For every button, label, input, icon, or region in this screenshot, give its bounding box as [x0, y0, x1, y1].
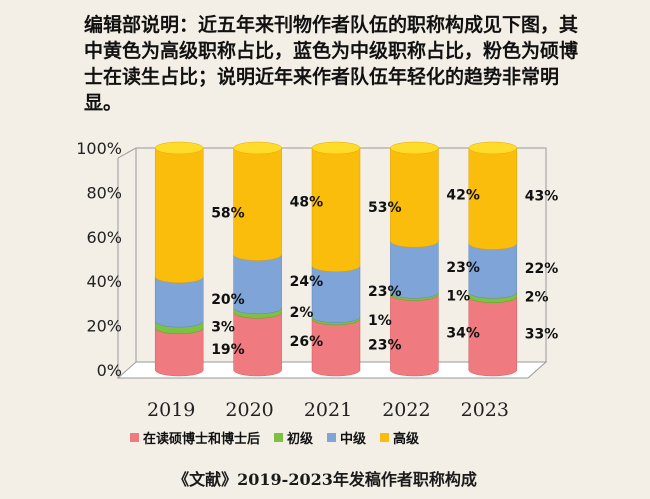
data-label-2021-s2: 23% — [368, 284, 402, 300]
legend-swatch-postgrad — [130, 433, 139, 442]
editor-note: 编辑部说明：近五年来刊物作者队伍的职称构成见下图，其中黄色为高级职称占比，蓝色为… — [84, 14, 579, 114]
legend-swatch-junior — [274, 433, 284, 442]
bar-top-2020 — [233, 141, 282, 155]
legend-item-junior: 初级 — [274, 428, 313, 447]
bar-2019-s3 — [154, 147, 204, 283]
y-tick-label: 100% — [76, 139, 122, 158]
bar-2021-s0 — [311, 318, 361, 377]
data-label-2021-s0: 23% — [368, 337, 402, 353]
legend-item-middle: 中级 — [327, 428, 366, 447]
chart-legend: 在读硕博士和博士后 初级 中级 高级 — [130, 428, 530, 447]
bar-2021-s3 — [311, 147, 361, 272]
data-label-2023-s2: 22% — [525, 261, 559, 277]
y-tick-label: 40% — [86, 272, 122, 291]
legend-label-senior: 高级 — [393, 432, 420, 447]
data-label-2020-s2: 24% — [290, 274, 324, 290]
bar-2020-s2 — [233, 254, 282, 315]
bar-top-2022 — [390, 141, 439, 155]
bar-2019-s2 — [154, 276, 204, 328]
bar-2022-s3 — [390, 147, 439, 248]
bar-top-2021 — [311, 141, 361, 155]
data-label-2023-s1: 2% — [525, 290, 549, 306]
legend-swatch-middle — [327, 433, 337, 442]
y-tick-label: 20% — [86, 317, 122, 336]
data-label-2019-s3: 58% — [211, 205, 245, 221]
y-tick-label: 0% — [97, 361, 122, 380]
data-label-2022-s2: 23% — [446, 260, 480, 276]
chart-caption: 《文献》2019-2023年发稿作者职称构成 — [173, 470, 477, 489]
bar-2021-s2 — [311, 265, 361, 323]
chart-side-edge — [117, 147, 137, 159]
x-tick-label-2022: 2022 — [382, 399, 430, 420]
bar-2022-s0 — [390, 294, 439, 377]
legend-label-middle: 中级 — [340, 432, 367, 447]
data-label-2022-s3: 42% — [446, 188, 480, 204]
bar-2022-s2 — [390, 240, 439, 299]
y-tick-label: 80% — [86, 183, 122, 202]
data-label-2019-s2: 20% — [211, 292, 245, 308]
bar-2020-s0 — [233, 312, 282, 377]
data-label-2020-s3: 48% — [290, 194, 324, 210]
y-tick-label: 60% — [86, 228, 122, 247]
bar-2023-s2 — [468, 243, 518, 299]
data-label-2022-s0: 34% — [446, 325, 480, 341]
x-tick-label-2021: 2021 — [304, 399, 352, 420]
data-label-2020-s1: 2% — [290, 305, 314, 321]
data-label-2023-s3: 43% — [525, 189, 559, 205]
bar-top-2023 — [468, 141, 518, 155]
legend-item-postgrad: 在读硕博士和博士后 — [130, 428, 260, 447]
x-tick-label-2019: 2019 — [147, 399, 195, 420]
legend-item-senior: 高级 — [380, 428, 419, 447]
data-label-2022-s1: 1% — [446, 288, 470, 304]
legend-swatch-senior — [380, 433, 390, 442]
data-label-2021-s1: 1% — [368, 313, 392, 329]
data-label-2020-s0: 26% — [290, 334, 324, 350]
bar-2019-s0 — [154, 327, 204, 377]
data-label-2019-s0: 19% — [211, 342, 245, 358]
bar-2023-s3 — [468, 147, 518, 250]
legend-label-junior: 初级 — [287, 432, 314, 447]
bar-2020-s3 — [233, 147, 282, 261]
data-label-2021-s3: 53% — [368, 200, 402, 216]
bar-2023-s0 — [468, 296, 518, 377]
x-tick-label-2020: 2020 — [225, 399, 273, 420]
data-label-2019-s1: 3% — [211, 319, 235, 335]
bar-top-2019 — [154, 141, 204, 155]
x-tick-label-2023: 2023 — [461, 399, 509, 420]
stacked-bar-chart: 0% 20% 40% 60% 80% 100% 19% 3% 20% 58% 26% 2% 24% 48… — [76, 139, 559, 420]
legend-label-postgrad: 在读硕博士和博士后 — [143, 432, 261, 447]
data-label-2023-s0: 33% — [525, 326, 559, 342]
